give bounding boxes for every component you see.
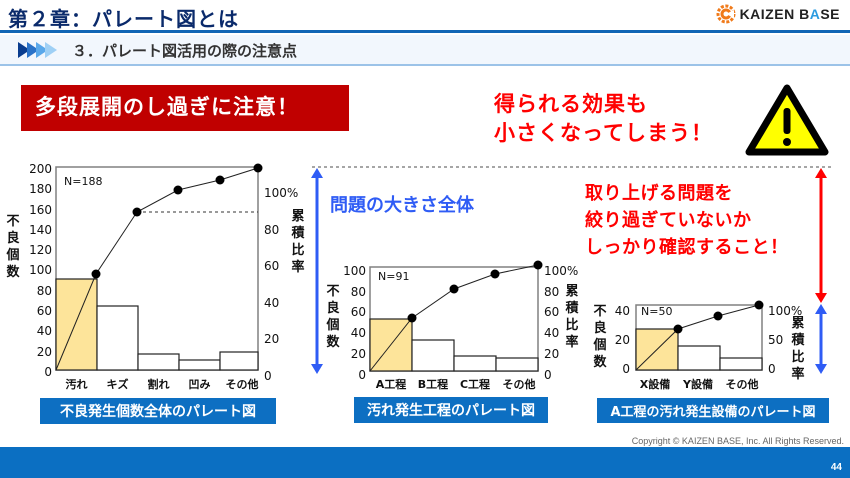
chart-3-n: N=50: [641, 305, 673, 318]
chart-1-plot: [55, 163, 263, 371]
chart-3-right-label: 累積比率: [791, 316, 805, 382]
warning-banner: 多段展開のし過ぎに注意！: [21, 85, 349, 131]
chart-1-right-label: 累積比率: [291, 209, 305, 275]
effect-warning-text: 得られる効果も 小さくなってしまう！: [494, 90, 713, 148]
chart-2-n: N=91: [378, 270, 410, 283]
red-line-2: 絞り過ぎていないか: [585, 210, 752, 231]
narrowing-warning-text: 取り上げる問題を 絞り過ぎていないか しっかり確認すること！: [585, 180, 789, 261]
triple-arrow-icon: [18, 42, 57, 58]
pareto-chart-equipment: N=50 40 20 0 100% 50 0 不良個数 累積比率 X設備 Y設備 その他…: [585, 295, 829, 430]
chart-1-right-axis: 100% 80 60 40 20 0: [264, 186, 299, 383]
chart-3-ylabel: 不良個数: [593, 304, 607, 370]
warning-triangle-icon: [745, 84, 829, 156]
chart-2-right-axis: 100% 80 60 40 20 0: [544, 264, 579, 382]
chart-1-ylabel: 不良個数: [6, 214, 20, 280]
red-line-1: 取り上げる問題を: [585, 183, 733, 204]
kaizen-base-logo: KAIZEN BASE: [716, 4, 840, 24]
chart-1-caption: 不良発生個数全体のパレート図: [40, 398, 276, 424]
problem-size-label: 問題の大きさ全体: [330, 195, 474, 216]
red-line-3: しっかり確認すること！: [585, 237, 789, 258]
chart-3-plot: [635, 300, 764, 371]
chart-3-right-axis: 100% 50 0: [768, 304, 803, 376]
chart-2-ylabel: 不良個数: [326, 284, 340, 350]
chart-1-left-axis: 200 180 160 140 120 100 80 60 40 20 0: [29, 162, 52, 379]
chart-2-categories: A工程 B工程 C工程 その他: [375, 378, 536, 391]
chart-1-n: N=188: [64, 175, 103, 188]
copyright-text: Copyright © KAIZEN BASE, Inc. All Rights…: [631, 436, 844, 446]
chart-3-categories: X設備 Y設備 その他: [639, 378, 759, 391]
header-divider: [0, 30, 850, 33]
effect-line-2: 小さくなってしまう！: [494, 121, 713, 145]
effect-line-1: 得られる効果も: [494, 92, 648, 116]
footer-bar: [0, 447, 850, 478]
chart-2-left-axis: 100 80 60 40 20 0: [343, 264, 366, 382]
pareto-chart-overall: N=188 200 180 160 140 120 100 80 60 40 20 0 100% 80…: [0, 0, 310, 424]
chart-2-right-label: 累積比率: [565, 284, 579, 350]
chart-3-caption: A工程の汚れ発生設備のパレート図: [597, 398, 829, 423]
chart-2-plot: [369, 260, 543, 372]
page-number: 44: [830, 462, 842, 473]
logo-text: KAIZEN BASE: [739, 6, 840, 22]
chapter-title: 第２章：パレート図とは: [8, 7, 239, 31]
chart-1-categories: 汚れ キズ 割れ 凹み その他: [65, 378, 259, 391]
gear-logo-icon: [716, 4, 736, 24]
chart-3-left-axis: 40 20 0: [614, 304, 630, 376]
chart-2-caption: 汚れ発生工程のパレート図: [354, 397, 548, 423]
pareto-chart-process: N=91 100 80 60 40 20 0 100% 80 60 40 20 0 不良個数 累積比…: [320, 250, 590, 430]
annotation-overlay: [311, 166, 832, 374]
subtitle-band: [0, 35, 850, 66]
section-subtitle: ３．パレート図活用の際の注意点: [72, 42, 298, 60]
